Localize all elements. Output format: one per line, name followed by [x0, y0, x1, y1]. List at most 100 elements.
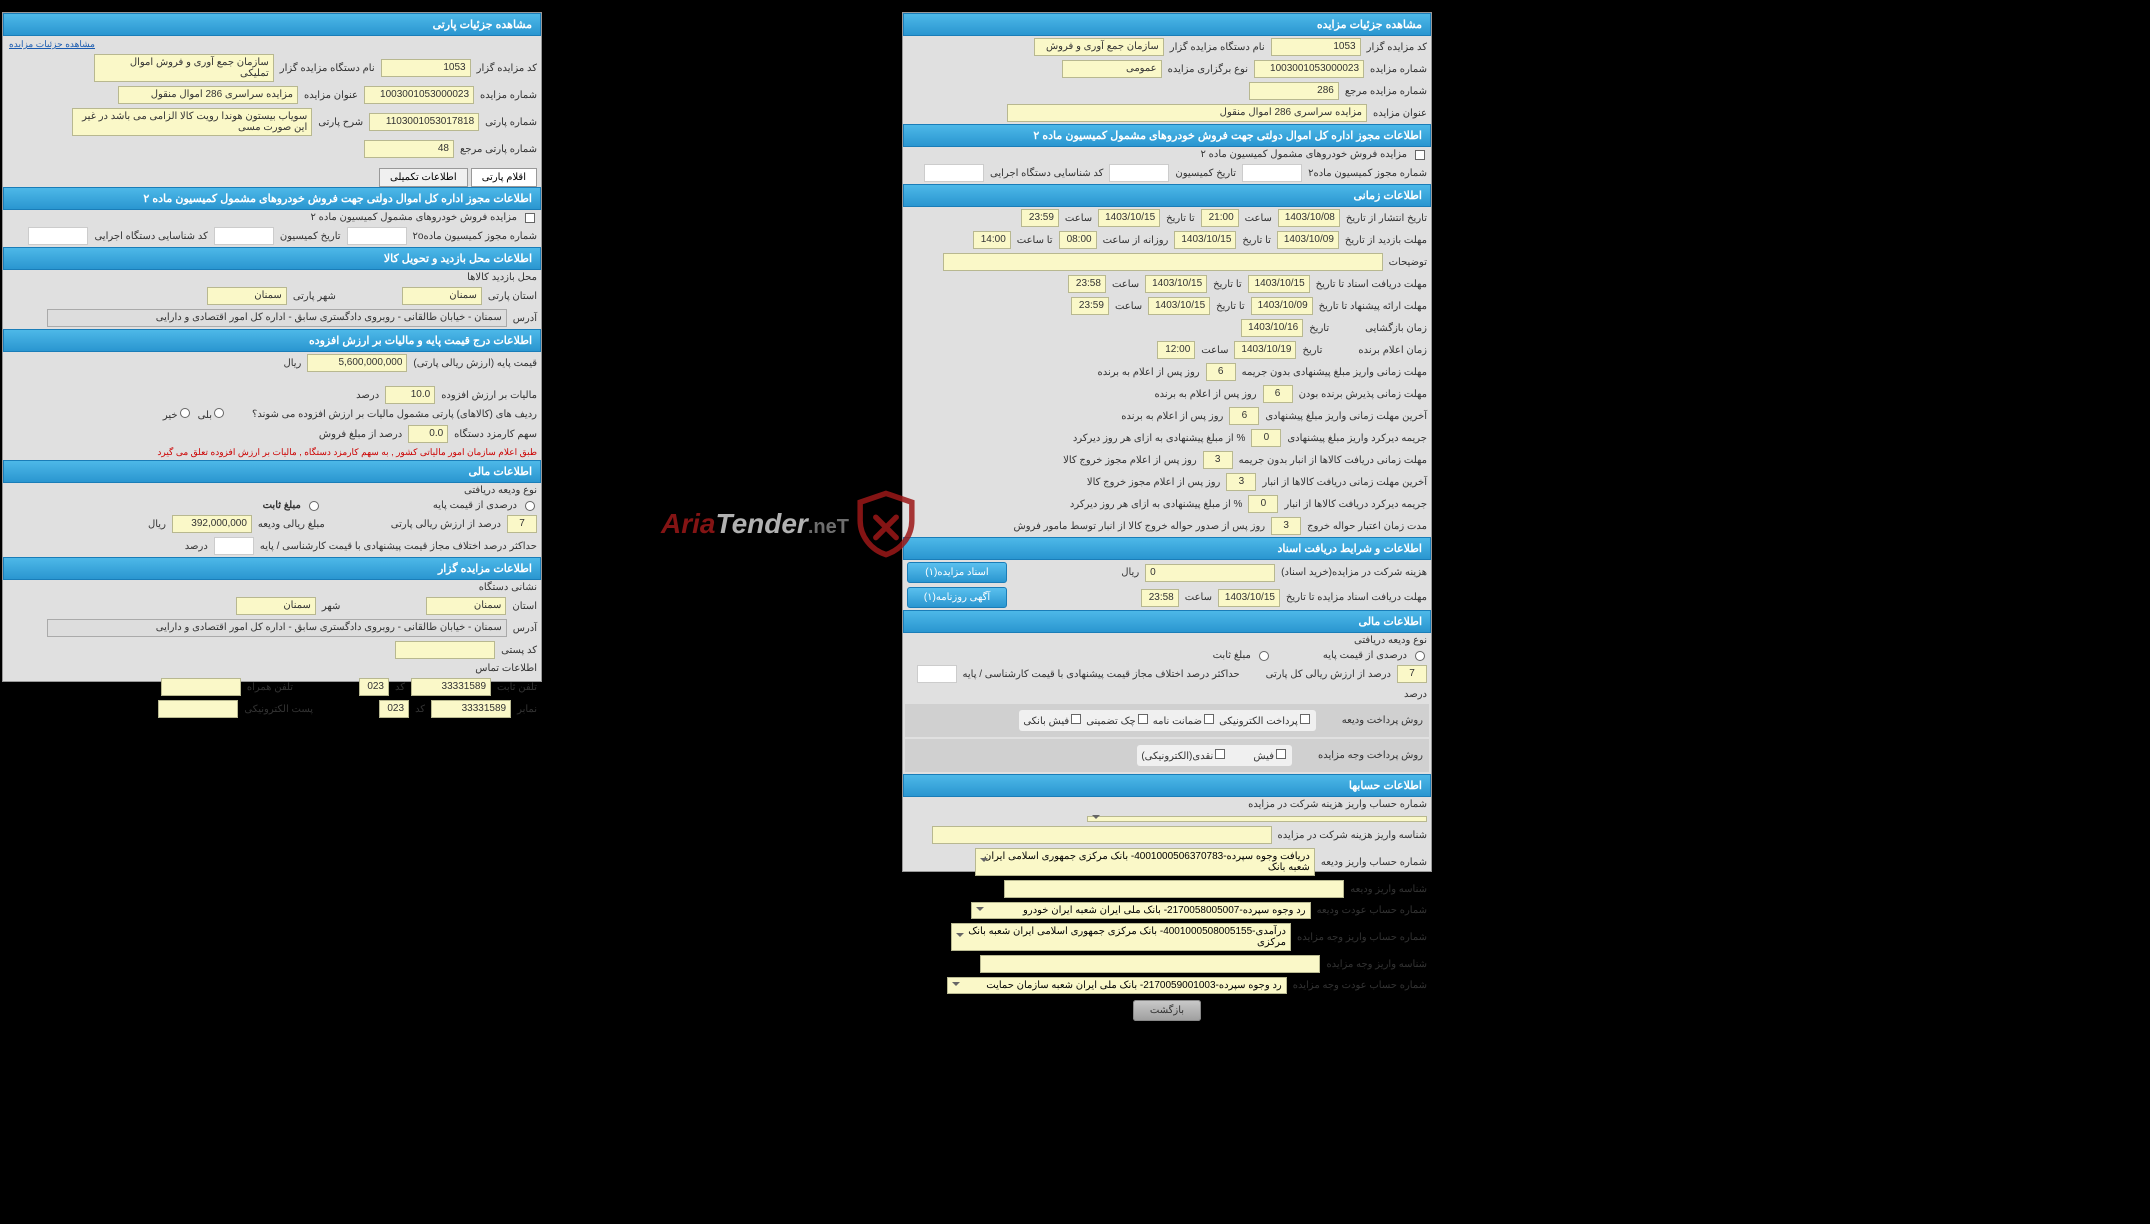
auction-details-link[interactable]: مشاهده جزئیات مزایده — [9, 39, 95, 49]
commdate-field[interactable] — [1109, 164, 1169, 182]
accept-deadline-label: مهلت زمانی پذیرش برنده بودن — [1299, 389, 1427, 400]
num-label: شماره مزایده — [1370, 64, 1427, 75]
l-addr-label: آدرس — [513, 313, 537, 324]
acc5-dropdown[interactable]: رد وجوه سپرده-2170058005007- بانک ملی ای… — [971, 902, 1311, 919]
fixed-radio[interactable] — [1259, 651, 1269, 661]
warranty-checkbox[interactable] — [1204, 714, 1214, 724]
l-maxdiff-field[interactable] — [214, 537, 254, 555]
visit-from-label: مهلت بازدید از تاریخ — [1345, 235, 1427, 246]
l-org-field: سازمان جمع آوری و فروش اموال تملیکی — [94, 54, 274, 82]
goods-penalty-field: 0 — [1248, 495, 1278, 513]
l-permit-field[interactable] — [347, 227, 407, 245]
l-mobile-label: تلفن همراه — [247, 682, 293, 693]
pub-to-field: 1403/10/15 — [1098, 209, 1160, 227]
l-vat-unit-label: درصد — [356, 390, 379, 401]
cash-label: نقدی(الکترونیکی) — [1141, 751, 1213, 762]
l-prov2-field: سمنان — [426, 597, 506, 615]
doc-deadline-label: مهلت دریافت اسناد تا تاریخ — [1316, 279, 1427, 290]
bid-d-l3: ساعت — [1115, 301, 1142, 312]
l-base-field: 5,600,000,000 — [307, 354, 407, 372]
max-diff-label: حداکثر درصد اختلاف مجاز قیمت پیشنهادی با… — [963, 669, 1240, 680]
acc6-dropdown[interactable]: درآمدی-4001000508005155- بانک مرکزی جمهو… — [951, 923, 1291, 951]
execid-label: کد شناسایی دستگاه اجرایی — [990, 168, 1103, 179]
deposit-type-label: نوع ودیعه دریافتی — [1354, 635, 1427, 646]
type-label: نوع برگزاری مزایده — [1168, 64, 1248, 75]
l-commission-checkbox[interactable] — [525, 213, 535, 223]
watermark-text: AriaTender.neT — [661, 508, 849, 540]
goods-last-field: 3 — [1226, 473, 1256, 491]
warranty-label: ضمانت نامه — [1153, 716, 1202, 727]
newspaper-button[interactable]: آگهی روزنامه(۱) — [907, 587, 1007, 608]
ref-label: شماره مزایده مرجع — [1345, 86, 1427, 97]
type-field: عمومی — [1062, 60, 1162, 78]
percent-radio[interactable] — [1415, 651, 1425, 661]
l-title-label: عنوان مزایده — [304, 90, 358, 101]
winner-date-field: 1403/10/19 — [1234, 341, 1296, 359]
penalty-pay-label: جریمه دیرکرد واریز مبلغ پیشنهادی — [1287, 433, 1427, 444]
receipt-checkbox[interactable] — [1071, 714, 1081, 724]
left-header-4: اطلاعات درج قیمت پایه و مالیات بر ارزش ا… — [3, 329, 541, 352]
l-prov2-label: استان — [512, 601, 537, 612]
l-deposit-label: نوع ودیعه دریافتی — [464, 485, 537, 496]
pct-field: 7 — [1397, 665, 1427, 683]
check-checkbox[interactable] — [1138, 714, 1148, 724]
acc3-dropdown[interactable]: دریافت وجوه سپرده-4001000506370783- بانک… — [975, 848, 1315, 876]
l-fax-label: نمابر — [517, 704, 537, 715]
l-code-field: 1053 — [381, 59, 471, 77]
no-radio[interactable] — [180, 408, 190, 418]
epay-label: پرداخت الکترونیکی — [1219, 716, 1298, 727]
doc-d-l3: ساعت — [1112, 279, 1139, 290]
fish-checkbox[interactable] — [1276, 749, 1286, 759]
execid-field[interactable] — [924, 164, 984, 182]
winner-date-label: تاریخ — [1302, 345, 1322, 356]
l-amt-label: مبلغ ریالی ودیعه — [258, 519, 325, 530]
fixed-label: مبلغ ثابت — [1213, 650, 1251, 661]
visit-daily-label: روزانه از ساعت — [1103, 235, 1169, 246]
max-diff-field[interactable] — [917, 665, 957, 683]
docs-button[interactable]: اسناد مزایده(۱) — [907, 562, 1007, 583]
l-execid-field[interactable] — [28, 227, 88, 245]
l-fax-field: 33331589 — [431, 700, 511, 718]
pub-time1-label: ساعت — [1245, 213, 1272, 224]
pay-deadline-after-label: روز پس از اعلام به برنده — [1097, 367, 1199, 378]
last-pay-label: آخرین مهلت زمانی واریز مبلغ پیشنهادی — [1265, 411, 1427, 422]
l-visit-loc-label: محل بازدید کالاها — [467, 272, 537, 283]
l-fixed-radio[interactable] — [309, 501, 319, 511]
l-desc-field: سویاب بیستون هوندا رویت کالا الزامی می ب… — [72, 108, 312, 136]
epay-checkbox[interactable] — [1300, 714, 1310, 724]
goods-nf-after-label: روز پس از اعلام مجوز خروج کالا — [1063, 455, 1197, 466]
l-amt-field: 392,000,000 — [172, 515, 252, 533]
yes-radio[interactable] — [214, 408, 224, 418]
permit-field[interactable] — [1242, 164, 1302, 182]
left-header-6: اطلاعات مزایده گزار — [3, 557, 541, 580]
acc7-field — [980, 955, 1320, 973]
fish-label: فیش — [1253, 751, 1274, 762]
l-desc-label: شرح پارتی — [318, 117, 363, 128]
l-email-label: پست الکترونیکی — [244, 704, 313, 715]
bid-d-f2: 1403/10/15 — [1148, 297, 1210, 315]
l-code1-field: 023 — [359, 678, 389, 696]
l-commdate-field[interactable] — [214, 227, 274, 245]
l-zip-field — [395, 641, 495, 659]
l-percent-radio[interactable] — [525, 501, 535, 511]
l-pct2-label: درصد — [185, 541, 208, 552]
tab-supplementary[interactable]: اطلاعات تکمیلی — [379, 168, 468, 187]
l-zip-label: کد پستی — [501, 645, 537, 656]
commission-checkbox[interactable] — [1415, 150, 1425, 160]
last-pay-after-label: روز پس از اعلام به برنده — [1121, 411, 1223, 422]
acc8-label: شماره حساب عودت وجه مزایده — [1293, 980, 1427, 991]
acc1-dropdown[interactable] — [1087, 816, 1427, 822]
l-permit-label: شماره مجوز کمیسیون ماده۲o — [413, 231, 537, 242]
l-tel-field: 33331589 — [411, 678, 491, 696]
goods-last-after-label: روز پس از اعلام مجوز خروج کالا — [1087, 477, 1221, 488]
l-addr2-label: آدرس — [513, 623, 537, 634]
acc8-dropdown[interactable]: رد وجوه سپرده-2170059001003- بانک ملی ای… — [947, 977, 1287, 994]
back-button[interactable]: بازگشت — [1133, 1000, 1201, 1021]
cash-checkbox[interactable] — [1215, 749, 1225, 759]
tab-items[interactable]: اقلام پارتی — [471, 168, 537, 187]
auction-details-panel: مشاهده جزئیات مزایده کد مزایده گزار 1053… — [902, 12, 1432, 872]
l-org-label: نام دستگاه مزایده گزار — [280, 63, 375, 74]
right-header-3: اطلاعات زمانی — [903, 184, 1431, 207]
title-label: عنوان مزایده — [1373, 108, 1427, 119]
left-header-2: اطلاعات مجوز اداره کل اموال دولتی جهت فر… — [3, 187, 541, 210]
